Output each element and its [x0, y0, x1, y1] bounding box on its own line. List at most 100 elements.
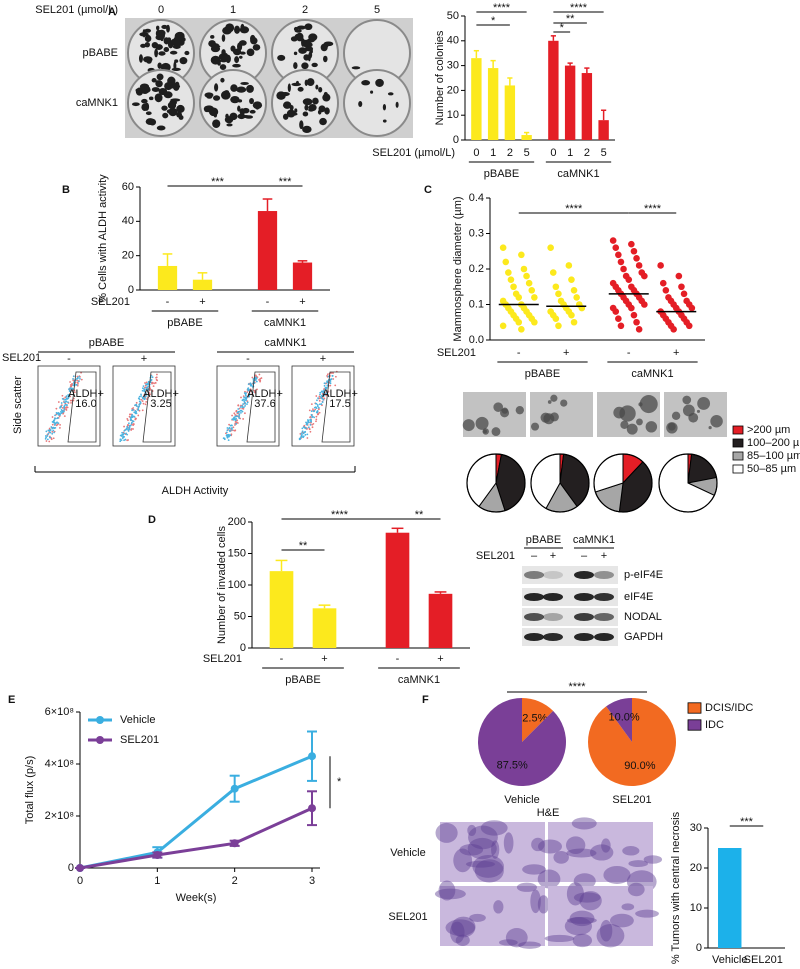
flow-event — [238, 407, 241, 410]
flow-event — [310, 403, 313, 406]
y-axis-label: Number of invaded cells — [216, 526, 228, 645]
flow-event — [323, 382, 326, 385]
data-point — [570, 318, 578, 326]
flow-event — [260, 377, 263, 379]
tissue — [564, 917, 592, 936]
data-point — [615, 315, 622, 323]
mammosphere — [500, 408, 510, 418]
x-axis-label: SEL201 — [91, 296, 130, 308]
flow-event — [130, 429, 133, 431]
protein-label: GAPDH — [624, 631, 663, 643]
flow-event — [79, 377, 81, 380]
flow-event — [49, 431, 52, 434]
flow-event — [59, 406, 61, 409]
data-point — [547, 244, 554, 251]
flow-event — [127, 439, 130, 441]
colony — [212, 95, 221, 101]
flow-event — [322, 398, 325, 401]
colony — [308, 33, 318, 42]
y-tick-label: 2×10⁸ — [45, 810, 74, 822]
y-tick-label: 20 — [447, 84, 459, 96]
flow-event — [132, 408, 134, 411]
flow-event — [318, 395, 321, 398]
data-point — [688, 304, 696, 312]
colony — [286, 109, 296, 118]
flow-event — [144, 403, 147, 406]
legend-swatch — [687, 719, 702, 731]
tissue — [531, 837, 545, 852]
colony — [304, 104, 309, 111]
flow-event — [322, 392, 325, 394]
histology-image — [548, 886, 653, 946]
flow-event — [60, 410, 62, 413]
data-point — [502, 258, 510, 266]
tissue — [628, 860, 648, 868]
y-tick-label: 200 — [228, 516, 246, 528]
flow-event — [146, 382, 149, 385]
y-tick-label: 0 — [453, 134, 459, 146]
y-tick-label: 0 — [128, 284, 134, 296]
mammosphere — [697, 397, 711, 410]
flow-event — [228, 423, 230, 426]
flow-event — [141, 409, 144, 412]
tissue — [455, 934, 470, 946]
bar — [385, 532, 410, 648]
colony — [226, 93, 231, 98]
flow-event — [244, 401, 246, 404]
flow-event — [155, 376, 157, 379]
colony — [315, 84, 319, 90]
flow-event — [228, 435, 230, 438]
data-point — [635, 262, 643, 269]
flow-event — [243, 392, 246, 394]
flow-event — [254, 374, 257, 377]
flow-event — [232, 426, 235, 429]
group-label: caMNK1 — [264, 337, 306, 349]
bar — [521, 135, 532, 140]
tissue — [572, 933, 593, 948]
y-tick-label: 40 — [447, 35, 459, 47]
bar — [718, 848, 742, 948]
group-label: caMNK1 — [631, 368, 673, 380]
data-point — [573, 294, 580, 301]
data-point — [76, 864, 84, 872]
flow-event — [246, 388, 249, 390]
colony — [395, 101, 399, 108]
flow-event — [236, 419, 239, 422]
tissue — [579, 891, 602, 911]
colony — [168, 107, 178, 117]
flow-event — [302, 435, 305, 438]
flow-event — [233, 412, 236, 415]
flow-event — [124, 428, 127, 431]
colony — [163, 47, 170, 53]
flow-event — [71, 388, 74, 391]
flow-event — [51, 416, 54, 418]
flow-event — [61, 397, 64, 400]
data-point — [515, 294, 523, 301]
x-tick-label: + — [563, 347, 569, 359]
colony — [232, 63, 241, 68]
flow-event — [234, 418, 237, 421]
colony — [318, 105, 326, 113]
colony — [375, 78, 384, 87]
data-point — [507, 276, 515, 283]
flow-event — [256, 388, 258, 391]
legend-label: IDC — [705, 719, 724, 731]
colony — [158, 51, 166, 56]
flow-event — [334, 375, 337, 378]
colony — [249, 97, 255, 105]
colony — [131, 102, 140, 107]
flow-event — [238, 417, 241, 419]
y-tick-label: 30 — [690, 822, 702, 834]
tissue — [566, 848, 597, 858]
flow-event — [46, 438, 49, 441]
flow-event — [249, 390, 251, 393]
flow-event — [52, 429, 55, 432]
flow-event — [56, 417, 59, 420]
colony — [221, 34, 226, 42]
tissue — [566, 917, 597, 924]
colony — [322, 93, 331, 102]
flow-event — [51, 423, 54, 426]
tissue — [522, 864, 546, 875]
tissue — [435, 822, 458, 843]
colony — [358, 101, 363, 108]
